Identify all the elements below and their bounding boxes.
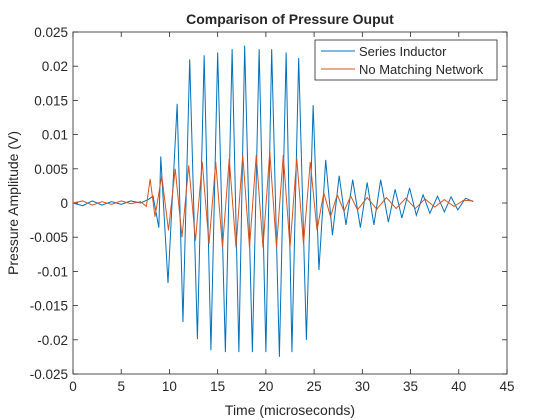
y-axis-label: Pressure Amplitude (V) [5, 131, 21, 275]
plot-area [72, 31, 508, 375]
x-tick-label: 45 [499, 379, 514, 394]
x-axis-label: Time (microseconds) [225, 402, 355, 418]
y-tick-label: 0.005 [34, 162, 68, 177]
y-tick-label: 0.01 [42, 128, 68, 143]
y-tick-label: -0.025 [30, 367, 68, 382]
y-tick-label: -0.02 [37, 333, 68, 348]
y-tick-label: 0.02 [42, 59, 68, 74]
y-tick-label: 0.015 [34, 93, 68, 108]
x-tick-label: 5 [117, 379, 125, 394]
series-line [72, 45, 474, 357]
x-tick-label: 15 [210, 379, 225, 394]
legend-label: No Matching Network [359, 62, 484, 77]
y-tick-label: 0 [60, 196, 68, 211]
x-tick-label: 25 [307, 379, 322, 394]
y-tick-label: -0.005 [30, 230, 68, 245]
y-tick-label: -0.01 [37, 264, 68, 279]
x-tick-label: 20 [258, 379, 273, 394]
y-tick-label: -0.015 [30, 299, 68, 314]
x-tick-label: 10 [162, 379, 177, 394]
x-tick-label: 0 [69, 379, 77, 394]
chart-title: Comparison of Pressure Ouput [186, 11, 394, 27]
x-tick-label: 40 [451, 379, 466, 394]
x-tick-label: 30 [355, 379, 370, 394]
x-tick-label: 35 [403, 379, 418, 394]
legend-box [314, 39, 498, 81]
series-line [72, 151, 474, 248]
y-tick-label: 0.025 [34, 25, 68, 40]
legend-label: Series Inductor [359, 44, 447, 59]
